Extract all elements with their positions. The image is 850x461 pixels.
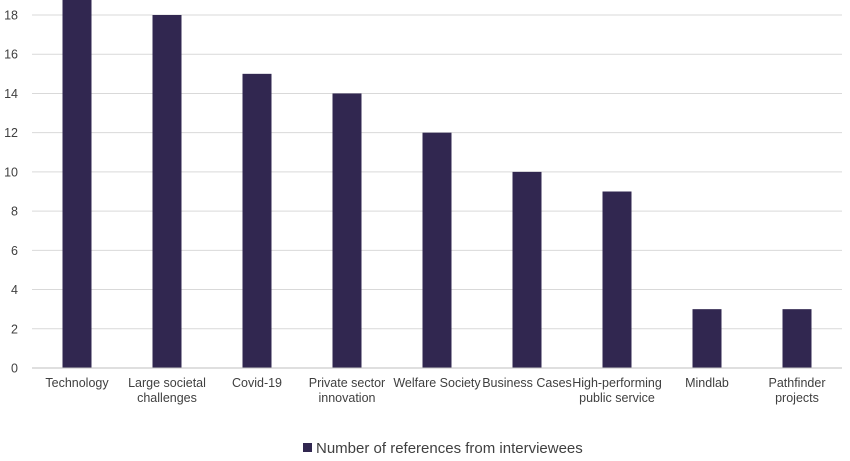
y-tick-label-6: 6	[11, 244, 18, 258]
bar-7	[692, 309, 722, 368]
bars	[62, 0, 812, 369]
y-tick-label-14: 14	[4, 87, 18, 101]
bar-3	[332, 93, 362, 368]
x-category-label-1: Large societal challenges	[128, 376, 206, 405]
y-axis-ticks: 0 2 4 6 8 10 12 14 16 18	[4, 9, 18, 376]
x-category-label-0: Technology	[45, 376, 109, 390]
bar-2	[242, 73, 272, 368]
legend: Number of references from interviewees	[303, 440, 583, 457]
y-tick-label-12: 12	[4, 126, 18, 140]
bar-6	[602, 191, 632, 368]
y-tick-label-8: 8	[11, 205, 18, 219]
x-category-label-6: High-performing public service	[572, 376, 662, 405]
y-tick-label-4: 4	[11, 283, 18, 297]
y-tick-label-2: 2	[11, 322, 18, 336]
x-category-label-4: Welfare Society	[393, 376, 481, 390]
y-tick-label-18: 18	[4, 9, 18, 23]
x-category-label-8: Pathfinder projects	[769, 376, 826, 405]
bar-8	[782, 309, 812, 368]
bar-1	[152, 15, 182, 368]
legend-label: Number of references from interviewees	[316, 440, 583, 457]
y-tick-label-0: 0	[11, 362, 18, 376]
x-category-label-2: Covid-19	[232, 376, 282, 390]
y-tick-label-16: 16	[4, 48, 18, 62]
bar-0	[62, 0, 92, 369]
legend-swatch	[303, 443, 312, 452]
x-category-label-7: Mindlab	[685, 376, 729, 390]
y-tick-label-10: 10	[4, 165, 18, 179]
bar-4	[422, 132, 452, 368]
x-category-label-3: Private sector innovation	[309, 376, 385, 405]
bar-5	[512, 171, 542, 368]
x-category-label-5: Business Cases	[482, 376, 572, 390]
x-axis-category-labels: Technology Large societal challenges Covid-…	[45, 376, 825, 405]
